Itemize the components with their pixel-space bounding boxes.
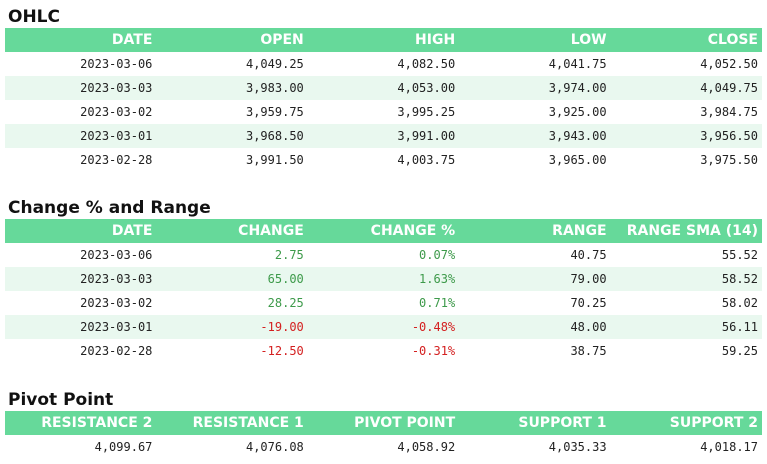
table-row: 2023-03-02 3,959.75 3,995.25 3,925.00 3,… [5, 100, 762, 124]
table-row: 2023-03-03 3,983.00 4,053.00 3,974.00 4,… [5, 76, 762, 100]
cell-low: 3,974.00 [459, 76, 611, 100]
cell-range-sma: 59.25 [721, 344, 758, 358]
cell-close: 3,975.50 [700, 153, 758, 167]
cell-change: 28.25 [267, 296, 304, 310]
cell-low: 4,041.75 [548, 57, 607, 71]
cell-close: 4,049.75 [610, 76, 762, 100]
cell-date: 2023-02-28 [80, 344, 153, 358]
cell-high: 4,053.00 [307, 76, 460, 100]
table-row: 2023-03-01 -19.00 -0.48% 48.00 56.11 [5, 315, 762, 339]
cell-date: 2023-03-02 [80, 296, 153, 310]
cell-low: 3,925.00 [548, 105, 607, 119]
cell-date: 2023-02-28 [80, 153, 153, 167]
cell-close: 3,984.75 [700, 105, 758, 119]
table-row: 2023-03-03 65.00 1.63% 79.00 58.52 [5, 267, 762, 291]
cell-open: 3,991.50 [245, 153, 304, 167]
cell-open: 3,983.00 [156, 76, 308, 100]
cell-change-pct: 1.63% [307, 267, 460, 291]
header-open: OPEN [156, 28, 308, 52]
header-support-1: SUPPORT 1 [459, 411, 611, 435]
header-support-2: SUPPORT 2 [610, 411, 762, 435]
header-change: CHANGE [156, 219, 308, 243]
table-row: 2023-03-06 4,049.25 4,082.50 4,041.75 4,… [5, 52, 762, 76]
cell-date: 2023-03-01 [5, 124, 157, 148]
cell-high: 4,003.75 [397, 153, 456, 167]
cell-range-sma: 58.02 [721, 296, 758, 310]
cell-support-1: 4,035.33 [459, 435, 611, 459]
table-row: 2023-02-28 -12.50 -0.31% 38.75 59.25 [5, 339, 762, 363]
cell-date: 2023-03-03 [5, 267, 157, 291]
cell-high: 3,995.25 [397, 105, 456, 119]
cell-high: 4,082.50 [397, 57, 456, 71]
header-pivot-point: PIVOT POINT [307, 411, 460, 435]
header-resistance-1: RESISTANCE 1 [156, 411, 308, 435]
change-range-section: Change % and Range DATE CHANGE CHANGE % … [5, 194, 762, 363]
change-header-row: DATE CHANGE CHANGE % RANGE RANGE SMA (14… [5, 219, 762, 243]
table-row: 2023-03-06 2.75 0.07% 40.75 55.52 [5, 243, 762, 267]
table-row: 4,099.67 4,076.08 4,058.92 4,035.33 4,01… [5, 435, 762, 459]
table-row: 2023-03-01 3,968.50 3,991.00 3,943.00 3,… [5, 124, 762, 148]
cell-date: 2023-03-03 [5, 76, 157, 100]
cell-date: 2023-03-06 [80, 248, 153, 262]
cell-open: 4,049.25 [245, 57, 304, 71]
cell-date: 2023-03-06 [80, 57, 153, 71]
pivot-table: RESISTANCE 2 RESISTANCE 1 PIVOT POINT SU… [5, 411, 762, 459]
cell-date: 2023-03-01 [5, 315, 157, 339]
ohlc-table: DATE OPEN HIGH LOW CLOSE 2023-03-06 4,04… [5, 28, 762, 172]
header-date: DATE [5, 28, 157, 52]
header-low: LOW [459, 28, 611, 52]
cell-resistance-1: 4,076.08 [156, 435, 308, 459]
cell-resistance-2: 4,099.67 [5, 435, 157, 459]
cell-range: 40.75 [570, 248, 607, 262]
header-high: HIGH [307, 28, 460, 52]
cell-range: 38.75 [570, 344, 607, 358]
cell-change: 65.00 [156, 267, 308, 291]
ohlc-section: OHLC DATE OPEN HIGH LOW CLOSE 2023-03-06… [5, 3, 762, 172]
cell-change-pct: 0.71% [419, 296, 456, 310]
cell-range: 70.25 [570, 296, 607, 310]
header-range-sma: RANGE SMA (14) [610, 219, 762, 243]
cell-range: 79.00 [459, 267, 611, 291]
ohlc-header-row: DATE OPEN HIGH LOW CLOSE [5, 28, 762, 52]
cell-range-sma: 58.52 [610, 267, 762, 291]
header-date: DATE [5, 219, 157, 243]
header-change-pct: CHANGE % [307, 219, 460, 243]
table-row: 2023-02-28 3,991.50 4,003.75 3,965.00 3,… [5, 148, 762, 172]
cell-date: 2023-03-02 [80, 105, 153, 119]
cell-low: 3,965.00 [548, 153, 607, 167]
pivot-title: Pivot Point [8, 390, 114, 410]
cell-pivot-point: 4,058.92 [307, 435, 460, 459]
ohlc-title: OHLC [8, 7, 60, 27]
cell-change-pct: -0.48% [307, 315, 460, 339]
cell-support-2: 4,018.17 [610, 435, 762, 459]
cell-range: 48.00 [459, 315, 611, 339]
cell-change-pct: -0.31% [411, 344, 456, 358]
cell-low: 3,943.00 [459, 124, 611, 148]
cell-high: 3,991.00 [307, 124, 460, 148]
cell-change: -12.50 [260, 344, 304, 358]
cell-range-sma: 56.11 [610, 315, 762, 339]
table-row: 2023-03-02 28.25 0.71% 70.25 58.02 [5, 291, 762, 315]
change-range-title: Change % and Range [8, 198, 211, 218]
pivot-header-row: RESISTANCE 2 RESISTANCE 1 PIVOT POINT SU… [5, 411, 762, 435]
header-close: CLOSE [610, 28, 762, 52]
cell-change: 2.75 [274, 248, 304, 262]
cell-close: 3,956.50 [610, 124, 762, 148]
cell-close: 4,052.50 [700, 57, 758, 71]
header-resistance-2: RESISTANCE 2 [5, 411, 157, 435]
cell-range-sma: 55.52 [721, 248, 758, 262]
pivot-section: Pivot Point RESISTANCE 2 RESISTANCE 1 PI… [5, 386, 762, 459]
cell-open: 3,968.50 [156, 124, 308, 148]
cell-open: 3,959.75 [245, 105, 304, 119]
change-range-table: DATE CHANGE CHANGE % RANGE RANGE SMA (14… [5, 219, 762, 363]
cell-change: -19.00 [156, 315, 308, 339]
cell-change-pct: 0.07% [419, 248, 456, 262]
header-range: RANGE [459, 219, 611, 243]
